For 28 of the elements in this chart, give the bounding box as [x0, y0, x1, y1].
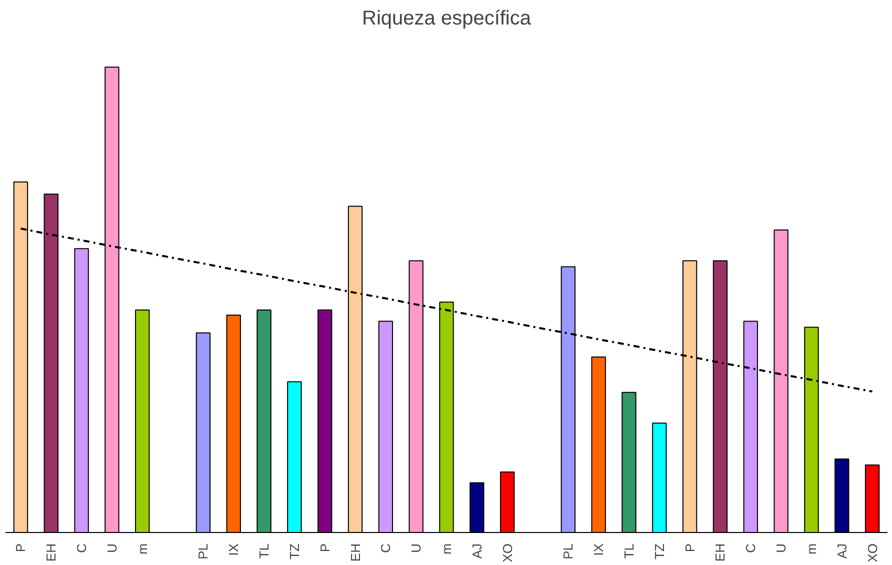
- x-tick-label: P: [317, 544, 332, 552]
- x-tick-label: AJ: [469, 544, 484, 559]
- x-tick-label: EH: [348, 543, 363, 562]
- x-tick-label: PL: [196, 543, 211, 560]
- x-tick-label: EH: [44, 543, 59, 562]
- x-tick-label: IX: [591, 543, 606, 556]
- x-tick-label: TL: [256, 544, 272, 559]
- x-tick-label: U: [774, 544, 789, 553]
- x-tick-label: m: [134, 543, 150, 554]
- x-tick-label: C: [743, 544, 758, 553]
- x-tick-label: TL: [621, 544, 636, 559]
- x-tick-label: C: [74, 544, 90, 553]
- x-tick-label: IX: [226, 543, 242, 556]
- x-tick-label: U: [104, 544, 120, 553]
- x-tick-label: m: [804, 543, 819, 554]
- x-tick-label: EH: [712, 543, 728, 562]
- x-tick-label: TZ: [286, 543, 302, 560]
- x-tick-label: PL: [560, 543, 576, 560]
- x-tick-label: TZ: [652, 543, 667, 560]
- x-tick-label: m: [439, 543, 454, 554]
- x-tick-label: XO: [500, 543, 515, 562]
- x-tick-label: P: [682, 544, 698, 552]
- chart-title: Riqueza específica: [362, 8, 532, 30]
- x-tick-label: XO: [864, 543, 880, 562]
- x-tick-label: C: [378, 544, 394, 553]
- x-tick-label: AJ: [834, 544, 850, 559]
- x-tick-label: P: [13, 544, 28, 552]
- x-tick-label: U: [408, 544, 424, 553]
